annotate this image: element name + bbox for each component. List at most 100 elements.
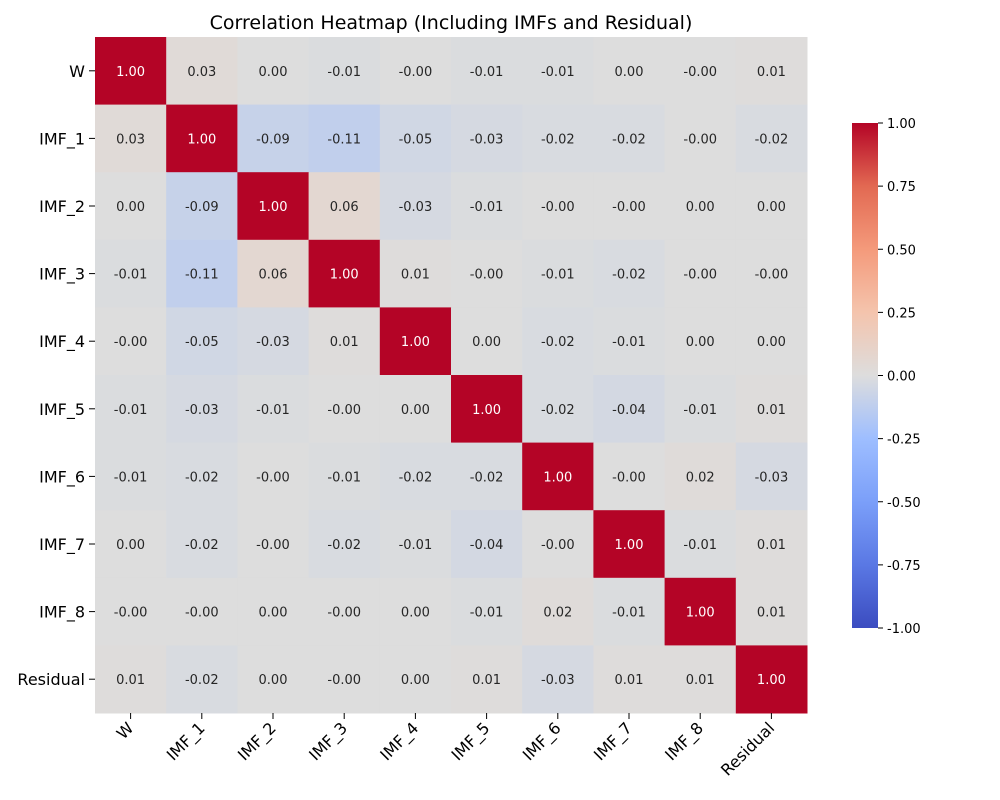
cell-value-label: 0.01: [757, 606, 786, 621]
cell-value-label: -0.02: [185, 538, 219, 553]
heatmap-cell: [522, 510, 594, 579]
heatmap-cell: [95, 510, 167, 579]
heatmap-cell: [379, 37, 452, 106]
cell-value-label: -0.00: [114, 335, 148, 350]
heatmap-cell: [522, 375, 594, 444]
cell-value-label: -0.04: [612, 403, 646, 418]
cell-value-label: -0.00: [327, 673, 361, 688]
heatmap-cell: [664, 510, 737, 579]
cell-value-label: -0.00: [256, 538, 290, 553]
heatmap-cell: [522, 577, 594, 646]
heatmap-cell: [237, 510, 310, 579]
heatmap-cell: [735, 307, 808, 376]
heatmap-cell: [451, 577, 523, 646]
cell-value-label: -0.02: [541, 335, 575, 350]
heatmap-cell: [166, 37, 238, 106]
row-label: Residual: [17, 670, 85, 689]
heatmap-cell: [308, 442, 381, 511]
cell-value-label: -0.00: [683, 268, 717, 283]
column-label: Residual: [717, 718, 778, 779]
heatmap-cell: [522, 104, 594, 173]
row-label: IMF_4: [39, 332, 85, 352]
heatmap-cell: [593, 239, 666, 308]
heatmap-cell: [593, 577, 666, 646]
cell-value-label: 0.06: [259, 268, 288, 283]
cell-value-label: -0.03: [541, 673, 575, 688]
cell-value-label: -0.03: [185, 403, 219, 418]
heatmap-cell: [451, 307, 523, 376]
heatmap-cell: [593, 375, 666, 444]
heatmap-cell: [664, 577, 737, 646]
cell-value-label: -0.00: [185, 606, 219, 621]
cell-value-label: 0.00: [116, 538, 145, 553]
heatmap-cell: [95, 375, 167, 444]
heatmap-cell: [664, 172, 737, 241]
heatmap-cell: [735, 375, 808, 444]
column-label: IMF_6: [519, 718, 566, 765]
cell-value-label: 0.02: [686, 470, 715, 485]
column-label: IMF_7: [590, 718, 637, 765]
cell-value-label: 1.00: [757, 673, 786, 688]
heatmap-cell: [379, 375, 452, 444]
heatmap-cell: [308, 375, 381, 444]
cell-value-label: 0.01: [330, 335, 359, 350]
heatmap-cell: [451, 375, 523, 444]
heatmap-cell: [95, 104, 167, 173]
heatmap-cell: [451, 172, 523, 241]
heatmap-cell: [735, 239, 808, 308]
cell-value-label: -0.01: [114, 470, 148, 485]
cell-value-label: -0.03: [256, 335, 290, 350]
chart-title: Correlation Heatmap (Including IMFs and …: [210, 12, 693, 34]
row-label: IMF_6: [39, 467, 85, 487]
cell-value-label: 1.00: [401, 335, 430, 350]
cell-value-label: 0.00: [615, 65, 644, 80]
cell-value-label: -0.03: [470, 132, 504, 147]
cell-value-label: -0.11: [327, 132, 361, 147]
heatmap-cell: [308, 172, 381, 241]
cell-value-label: 0.03: [187, 65, 216, 80]
cell-value-label: -0.00: [470, 268, 504, 283]
heatmap-cell: [166, 645, 238, 714]
colorbar-tick-label: -0.75: [887, 559, 921, 574]
heatmap-cell: [379, 239, 452, 308]
cell-value-label: 0.00: [686, 200, 715, 215]
row-label: IMF_5: [39, 400, 85, 420]
cell-value-label: 1.00: [543, 470, 572, 485]
heatmap-cell: [735, 577, 808, 646]
heatmap-cell: [735, 442, 808, 511]
cell-value-label: -0.01: [541, 268, 575, 283]
column-label: IMF_3: [305, 718, 352, 765]
column-label: IMF_2: [234, 718, 281, 765]
heatmap-cell: [593, 104, 666, 173]
cell-value-label: -0.00: [612, 200, 646, 215]
cell-value-label: 0.00: [401, 673, 430, 688]
cell-value-label: 1.00: [686, 606, 715, 621]
colorbar-tick-label: 0.25: [887, 306, 916, 321]
heatmap-cell: [166, 307, 238, 376]
heatmap-cell: [308, 645, 381, 714]
cell-value-label: -0.02: [541, 403, 575, 418]
colorbar-tick-label: -1.00: [887, 622, 921, 637]
heatmap-cell: [237, 645, 310, 714]
cell-value-label: -0.00: [327, 606, 361, 621]
column-label: IMF_4: [376, 718, 423, 765]
heatmap-cell: [237, 577, 310, 646]
colorbar-tick-label: 0.75: [887, 180, 916, 195]
heatmap-cell: [237, 37, 310, 106]
column-label: IMF_5: [448, 718, 495, 765]
cell-value-label: -0.00: [399, 65, 433, 80]
heatmap-cell: [664, 442, 737, 511]
heatmap-cell: [166, 510, 238, 579]
heatmap-cell: [451, 37, 523, 106]
heatmap-cell: [451, 239, 523, 308]
heatmap-cell: [664, 307, 737, 376]
heatmap-cell: [237, 104, 310, 173]
cell-value-label: 0.00: [259, 65, 288, 80]
cell-value-label: 0.00: [259, 673, 288, 688]
cell-value-label: -0.01: [399, 538, 433, 553]
heatmap-cell: [379, 577, 452, 646]
cell-value-label: -0.00: [683, 132, 717, 147]
row-label: W: [69, 62, 85, 81]
heatmap-cell: [379, 104, 452, 173]
heatmap-cell: [735, 510, 808, 579]
